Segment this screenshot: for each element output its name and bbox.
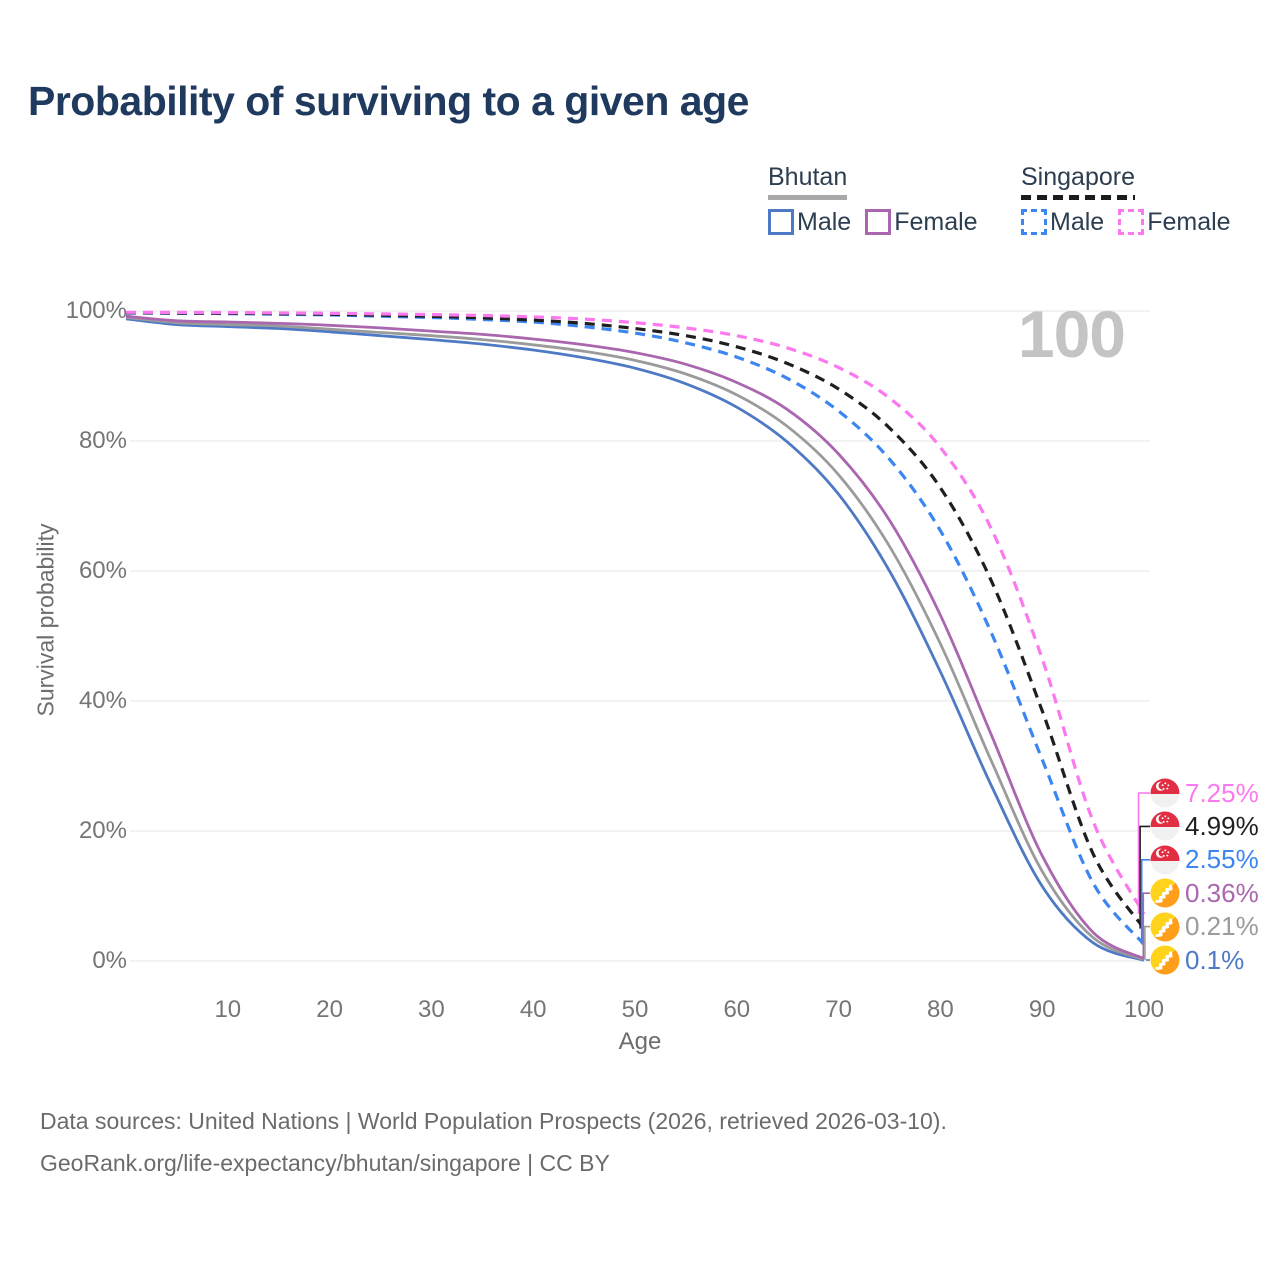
x-tick-label: 40 — [519, 996, 547, 1023]
series-line-bhutan-both-sexes — [125, 316, 1145, 961]
legend-group-singapore: Singapore Male Female — [1021, 163, 1245, 237]
end-value-text: 2.55% — [1185, 844, 1259, 875]
legend-country-label-bhutan: Bhutan — [768, 163, 848, 191]
legend-item-label: Female — [894, 207, 978, 236]
legend-item-label: Male — [797, 207, 852, 236]
end-value-text: 4.99% — [1185, 810, 1259, 841]
x-tick-label: 100 — [1123, 996, 1165, 1023]
legend-item-bhutan-female[interactable]: Female — [865, 207, 978, 237]
end-value-text: 7.25% — [1185, 777, 1259, 808]
legend-item-singapore-female[interactable]: Female — [1118, 207, 1231, 237]
y-tick-label: 0% — [92, 947, 127, 974]
y-tick-label: 40% — [78, 687, 127, 714]
end-value-text: 0.21% — [1185, 911, 1259, 942]
x-tick-label: 90 — [1028, 996, 1056, 1023]
x-tick-label: 60 — [723, 996, 751, 1023]
legend-item-bhutan-male[interactable]: Male — [768, 208, 851, 237]
x-tick-label: 70 — [825, 996, 852, 1023]
label-connector — [1139, 825, 1150, 929]
y-tick-label: 60% — [78, 557, 127, 584]
end-label-singapore-male[interactable]: 2.55% — [1150, 843, 1259, 877]
label-connector — [1140, 859, 1150, 945]
bhutan-flag-icon — [1150, 945, 1180, 975]
bhutan-male-swatch — [768, 209, 794, 235]
x-tick-label: 80 — [927, 996, 954, 1023]
series-line-bhutan-female — [125, 314, 1145, 960]
end-label-singapore-both-sexes[interactable]: 4.99% — [1150, 809, 1259, 843]
legend-item-label: Male — [1050, 207, 1105, 236]
x-tick-label: 10 — [214, 996, 242, 1023]
age-counter-watermark: 100 — [1017, 297, 1126, 371]
legend-item-singapore-male[interactable]: Male — [1021, 208, 1104, 237]
y-tick-label: 100% — [65, 297, 127, 324]
label-connector — [1142, 892, 1150, 959]
singapore-line-style-swatch — [1021, 195, 1135, 200]
singapore-flag-icon — [1150, 811, 1180, 841]
legend-header-bhutan[interactable]: Bhutan — [768, 163, 848, 200]
singapore-flag-icon — [1150, 845, 1180, 875]
bhutan-flag-icon — [1150, 878, 1180, 908]
end-label-bhutan-male[interactable]: 0.1% — [1150, 943, 1244, 977]
x-tick-label: 20 — [316, 996, 343, 1023]
end-value-text: 0.36% — [1185, 877, 1259, 908]
y-tick-label: 80% — [78, 427, 127, 454]
legend-item-label: Female — [1147, 207, 1231, 236]
series-line-bhutan-male — [125, 317, 1145, 962]
bhutan-line-style-swatch — [768, 195, 848, 200]
singapore-male-swatch — [1021, 209, 1047, 235]
series-line-singapore-female — [125, 310, 1146, 915]
x-axis-title: Age — [618, 1028, 662, 1055]
bhutan-flag-icon — [1150, 912, 1180, 942]
attribution-link-text[interactable]: GeoRank.org/life-expectancy/bhutan/singa… — [40, 1150, 610, 1176]
y-axis-title: Survival probability — [32, 523, 59, 717]
end-label-singapore-female[interactable]: 7.25% — [1150, 776, 1259, 810]
x-tick-label: 30 — [418, 996, 445, 1023]
end-value-text: 0.1% — [1185, 944, 1245, 975]
data-sources-text: Data sources: United Nations | World Pop… — [40, 1108, 947, 1134]
y-tick-label: 20% — [78, 817, 127, 844]
page-title: Probability of surviving to a given age — [28, 78, 749, 124]
legend-group-bhutan: Bhutan Male Female — [768, 163, 992, 237]
singapore-flag-icon — [1150, 778, 1180, 808]
end-label-bhutan-female[interactable]: 0.36% — [1150, 876, 1259, 910]
singapore-female-swatch — [1118, 209, 1145, 235]
label-connector — [1137, 792, 1150, 914]
x-tick-label: 50 — [621, 996, 649, 1023]
legend-header-singapore[interactable]: Singapore — [1021, 163, 1135, 200]
label-connector — [1144, 925, 1150, 960]
series-line-singapore-both-sexes — [125, 311, 1146, 930]
series-line-singapore-male — [125, 311, 1146, 946]
bhutan-female-swatch — [865, 209, 892, 235]
legend-country-label-singapore: Singapore — [1021, 163, 1135, 191]
end-label-bhutan-both-sexes[interactable]: 0.21% — [1150, 910, 1259, 944]
